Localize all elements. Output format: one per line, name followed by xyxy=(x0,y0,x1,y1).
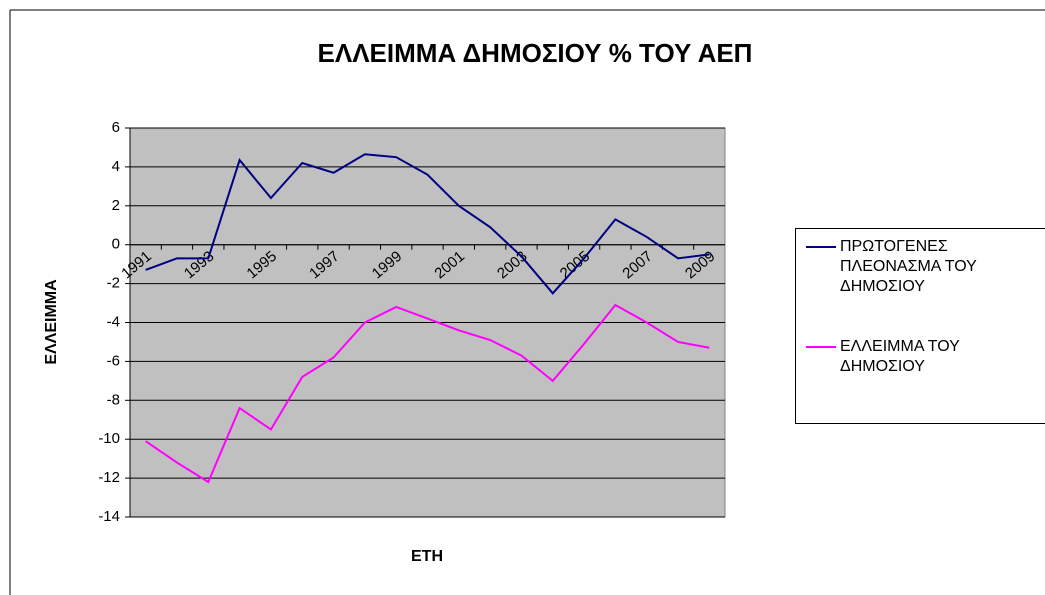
legend-swatch xyxy=(806,346,836,348)
legend-entry: ΠΡΩΤΟΓΕΝΕΣ ΠΛΕΟΝΑΣΜΑ ΤΟΥ ΔΗΜΟΣΙΟΥ xyxy=(806,237,1045,297)
legend-swatch xyxy=(806,246,836,248)
y-tick-label: -6 xyxy=(107,352,120,369)
chart-title: ΕΛΛΕΙΜΜΑ ΔΗΜΟΣΙΟΥ % ΤΟΥ ΑΕΠ xyxy=(318,38,753,68)
legend: ΠΡΩΤΟΓΕΝΕΣ ΠΛΕΟΝΑΣΜΑ ΤΟΥ ΔΗΜΟΣΙΟΥ ΕΛΛΕΙΜΜ… xyxy=(795,228,1045,424)
y-axis-label: ΕΛΛΕΙΜΜΑ xyxy=(43,279,60,365)
y-tick-label: -14 xyxy=(98,508,120,525)
legend-label: ΕΛΛΕΙΜΜΑ ΤΟΥ ΔΗΜΟΣΙΟΥ xyxy=(840,338,960,375)
y-tick-label: -8 xyxy=(107,391,120,408)
series-line xyxy=(145,153,710,295)
legend-label: ΠΡΩΤΟΓΕΝΕΣ ΠΛΕΟΝΑΣΜΑ ΤΟΥ ΔΗΜΟΣΙΟΥ xyxy=(840,238,977,295)
y-tick-label: 6 xyxy=(112,119,120,136)
legend-entry: ΕΛΛΕΙΜΜΑ ΤΟΥ ΔΗΜΟΣΙΟΥ xyxy=(806,337,1045,377)
x-axis-label: ΕΤΗ xyxy=(411,548,443,565)
y-tick-label: 0 xyxy=(112,236,120,253)
y-tick-label: 2 xyxy=(112,197,120,214)
y-tick-label: -10 xyxy=(98,430,120,447)
y-tick-label: -12 xyxy=(98,469,120,486)
y-tick-label: 4 xyxy=(112,158,120,175)
y-tick-label: -4 xyxy=(107,313,120,330)
series-line xyxy=(145,303,710,484)
y-tick-label: -2 xyxy=(107,275,120,292)
